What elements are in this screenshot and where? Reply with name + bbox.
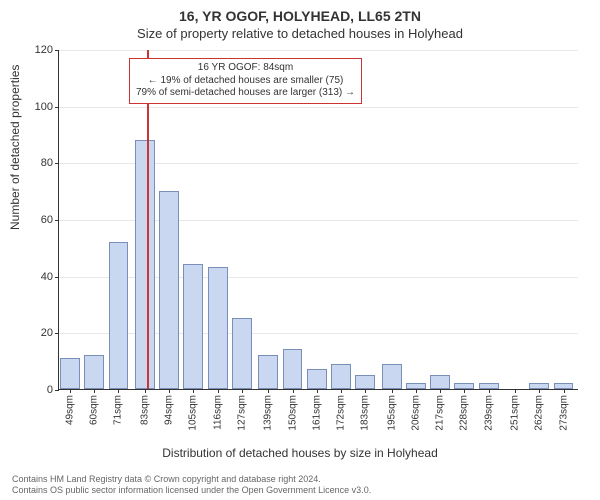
ytick-label: 120 bbox=[35, 44, 53, 56]
xtick-label: 273sqm bbox=[558, 395, 569, 431]
xtick-label: 49sqm bbox=[65, 395, 76, 425]
xtick-mark bbox=[440, 389, 441, 393]
ytick-label: 0 bbox=[47, 384, 53, 396]
xtick-mark bbox=[539, 389, 540, 393]
plot-area: 02040608010012049sqm60sqm71sqm83sqm94sqm… bbox=[58, 50, 578, 390]
chart-container: 16, YR OGOF, HOLYHEAD, LL65 2TN Size of … bbox=[0, 0, 600, 500]
y-axis-label: Number of detached properties bbox=[8, 65, 22, 230]
xtick-mark bbox=[145, 389, 146, 393]
xtick-label: 161sqm bbox=[311, 395, 322, 431]
xtick-label: 262sqm bbox=[534, 395, 545, 431]
xtick-mark bbox=[564, 389, 565, 393]
xtick-label: 105sqm bbox=[188, 395, 199, 431]
bar bbox=[208, 267, 228, 389]
footer-line2: Contains OS public sector information li… bbox=[12, 485, 588, 496]
xtick-label: 239sqm bbox=[483, 395, 494, 431]
bar bbox=[183, 264, 203, 389]
ytick-label: 100 bbox=[35, 101, 53, 113]
xtick-mark bbox=[169, 389, 170, 393]
ytick-label: 60 bbox=[41, 214, 53, 226]
ytick-mark bbox=[55, 107, 59, 108]
xtick-mark bbox=[193, 389, 194, 393]
xtick-mark bbox=[94, 389, 95, 393]
bar bbox=[60, 358, 80, 389]
bar bbox=[307, 369, 327, 389]
annotation-line2: ← 19% of detached houses are smaller (75… bbox=[136, 75, 355, 88]
title-main: 16, YR OGOF, HOLYHEAD, LL65 2TN bbox=[0, 8, 600, 24]
ytick-mark bbox=[55, 50, 59, 51]
annotation-box: 16 YR OGOF: 84sqm← 19% of detached house… bbox=[129, 58, 362, 104]
xtick-mark bbox=[489, 389, 490, 393]
xtick-label: 127sqm bbox=[236, 395, 247, 431]
bar bbox=[109, 242, 129, 389]
xtick-mark bbox=[242, 389, 243, 393]
ytick-mark bbox=[55, 277, 59, 278]
gridline bbox=[59, 107, 578, 108]
xtick-label: 94sqm bbox=[164, 395, 175, 425]
footer-line1: Contains HM Land Registry data © Crown c… bbox=[12, 474, 588, 485]
xtick-mark bbox=[392, 389, 393, 393]
bar bbox=[232, 318, 252, 389]
xtick-mark bbox=[70, 389, 71, 393]
bar bbox=[430, 375, 450, 389]
xtick-label: 139sqm bbox=[263, 395, 274, 431]
bar bbox=[258, 355, 278, 389]
xtick-mark bbox=[341, 389, 342, 393]
xtick-mark bbox=[317, 389, 318, 393]
xtick-mark bbox=[515, 389, 516, 393]
xtick-label: 195sqm bbox=[386, 395, 397, 431]
ytick-mark bbox=[55, 390, 59, 391]
xtick-label: 183sqm bbox=[360, 395, 371, 431]
xtick-mark bbox=[268, 389, 269, 393]
ytick-label: 80 bbox=[41, 157, 53, 169]
xtick-mark bbox=[416, 389, 417, 393]
ytick-mark bbox=[55, 333, 59, 334]
ytick-mark bbox=[55, 220, 59, 221]
xtick-label: 217sqm bbox=[435, 395, 446, 431]
bar bbox=[355, 375, 375, 389]
xtick-mark bbox=[365, 389, 366, 393]
footer-attribution: Contains HM Land Registry data © Crown c… bbox=[12, 474, 588, 496]
bar bbox=[159, 191, 179, 389]
xtick-mark bbox=[118, 389, 119, 393]
gridline bbox=[59, 50, 578, 51]
xtick-label: 60sqm bbox=[89, 395, 100, 425]
annotation-line3: 79% of semi-detached houses are larger (… bbox=[136, 87, 355, 100]
bar bbox=[135, 140, 155, 389]
xtick-mark bbox=[464, 389, 465, 393]
bar bbox=[84, 355, 104, 389]
bar bbox=[283, 349, 303, 389]
bar bbox=[382, 364, 402, 390]
xtick-label: 206sqm bbox=[410, 395, 421, 431]
xtick-mark bbox=[293, 389, 294, 393]
annotation-line1: 16 YR OGOF: 84sqm bbox=[136, 62, 355, 75]
ytick-label: 40 bbox=[41, 271, 53, 283]
xtick-label: 172sqm bbox=[336, 395, 347, 431]
title-sub: Size of property relative to detached ho… bbox=[0, 26, 600, 41]
xtick-mark bbox=[218, 389, 219, 393]
xtick-label: 116sqm bbox=[212, 395, 223, 430]
xtick-label: 228sqm bbox=[459, 395, 470, 431]
xtick-label: 251sqm bbox=[510, 395, 521, 431]
xtick-label: 71sqm bbox=[113, 395, 124, 425]
xtick-label: 83sqm bbox=[139, 395, 150, 425]
x-axis-label: Distribution of detached houses by size … bbox=[0, 446, 600, 460]
xtick-label: 150sqm bbox=[287, 395, 298, 431]
bar bbox=[331, 364, 351, 390]
plot-inner: 02040608010012049sqm60sqm71sqm83sqm94sqm… bbox=[58, 50, 578, 390]
ytick-mark bbox=[55, 163, 59, 164]
ytick-label: 20 bbox=[41, 327, 53, 339]
